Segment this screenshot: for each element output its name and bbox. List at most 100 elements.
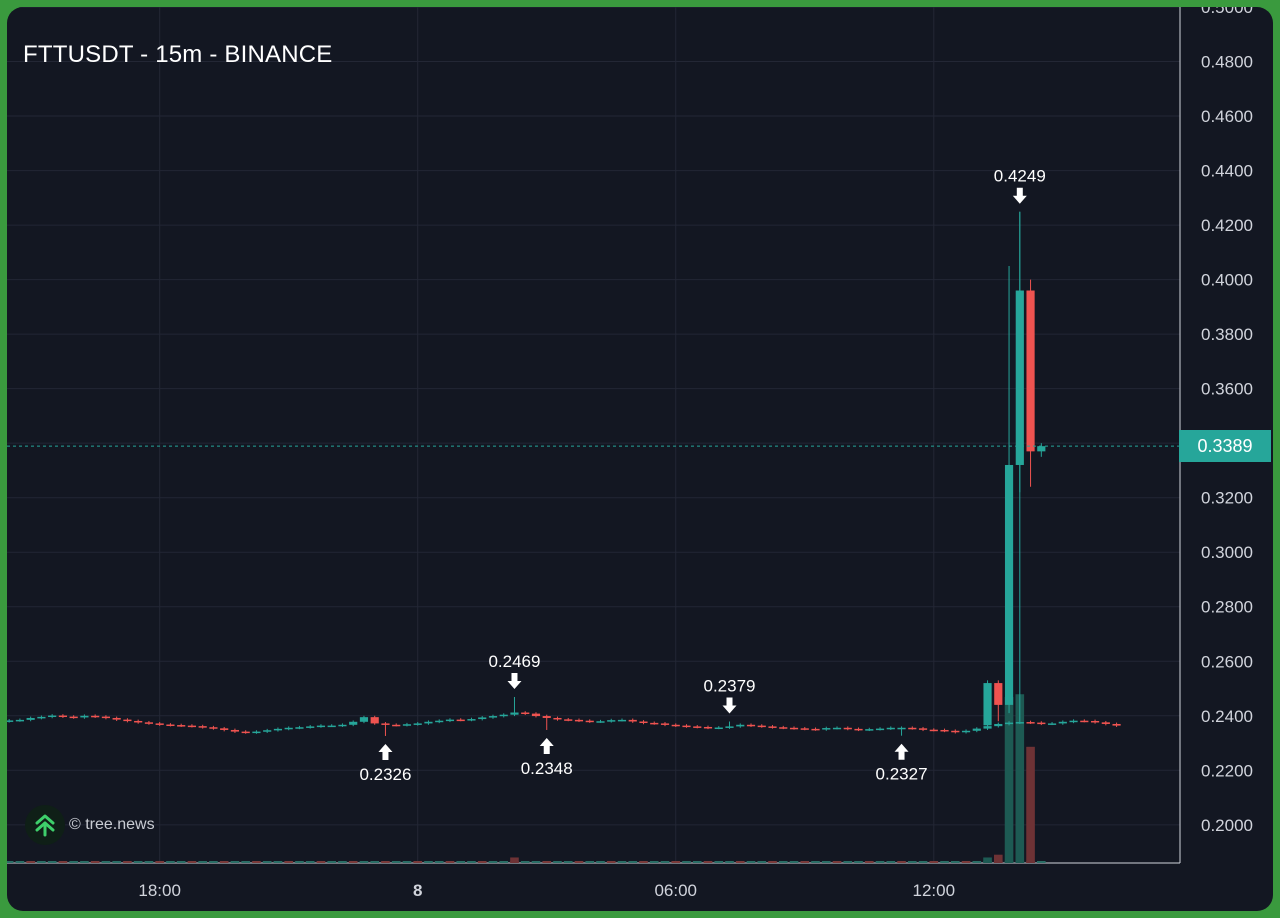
volume-bar	[413, 861, 423, 863]
candle-body	[241, 731, 250, 734]
candle-body	[564, 719, 573, 721]
volume-bar	[832, 861, 842, 863]
volume-bar	[69, 861, 78, 863]
volume-bar	[58, 861, 68, 863]
x-tick-label: 18:00	[138, 881, 181, 900]
candlestick-chart[interactable]: 0.2000 0.2200 0.2400 0.2600 0.2800 0.3000 0.32…	[7, 7, 1273, 911]
volume-bar	[391, 861, 401, 863]
candle-body	[316, 725, 326, 728]
candle-body	[779, 727, 788, 729]
candle-body	[413, 723, 422, 725]
annotation-label: 0.2326	[359, 765, 411, 784]
candle-body	[435, 720, 444, 723]
y-tick-label: 0.2000	[1201, 816, 1253, 835]
price-annotation: 0.2327	[876, 743, 928, 784]
volume-bar	[714, 861, 724, 863]
price-annotation: 0.4249	[994, 167, 1046, 204]
volume-bar	[187, 861, 197, 863]
candle-body	[1080, 720, 1089, 723]
price-annotation: 0.2348	[521, 737, 573, 778]
volume-bar	[542, 861, 552, 863]
candle-body	[596, 721, 605, 723]
candle-body	[456, 719, 465, 722]
candle-body	[607, 720, 616, 722]
volume-bar	[692, 861, 702, 863]
volume-bar	[15, 861, 25, 863]
candle-body	[392, 724, 401, 727]
annotation-label: 0.2379	[704, 677, 756, 696]
candle-body	[359, 717, 369, 722]
volume-bar	[843, 861, 853, 863]
y-tick-label: 0.2800	[1201, 598, 1253, 617]
candle-body	[349, 721, 358, 725]
volume-bar	[660, 861, 670, 863]
volume-bar	[983, 857, 992, 863]
volume-bar	[133, 861, 143, 863]
arrow-down-icon	[1012, 187, 1027, 204]
volume-bar	[284, 861, 293, 863]
candle-body	[48, 715, 57, 718]
candle-body	[134, 720, 143, 723]
x-tick-label: 8	[413, 881, 422, 900]
volume-bar	[972, 861, 982, 863]
candle-body	[155, 723, 164, 725]
candle-body	[542, 716, 551, 718]
candle-body	[822, 728, 831, 730]
volume-bar	[101, 861, 111, 863]
candle-body	[220, 728, 229, 730]
volume-bar	[553, 861, 562, 863]
y-tick-label: 0.3000	[1201, 543, 1253, 562]
candle-body	[854, 728, 863, 731]
annotation-label: 0.2327	[876, 765, 928, 784]
candle-body	[1004, 464, 1014, 705]
volume-bar	[488, 861, 498, 863]
volume-bar	[649, 861, 659, 863]
price-annotation: 0.2379	[704, 677, 756, 714]
volume-bar	[703, 861, 713, 863]
tree-logo-icon	[25, 805, 65, 845]
volume-bar	[456, 861, 466, 863]
volume-bar	[520, 861, 530, 863]
candle-body	[273, 728, 283, 731]
candle-body	[424, 721, 433, 724]
volume-bar	[166, 861, 175, 863]
y-tick-label: 0.2400	[1201, 707, 1253, 726]
candle-body	[26, 717, 35, 720]
volume-bar	[682, 861, 691, 863]
candle-body	[263, 730, 272, 732]
y-tick-label: 0.2200	[1201, 761, 1253, 780]
volume-bar	[864, 861, 874, 863]
volume-bar	[918, 861, 928, 863]
volume-bar	[854, 861, 863, 863]
candle-body	[37, 716, 46, 719]
candle-body	[187, 725, 197, 728]
candle-body	[639, 721, 648, 724]
volume-bar	[499, 861, 509, 863]
candle-body	[994, 683, 1003, 705]
candle-body	[123, 719, 132, 722]
annotation-label: 0.4249	[994, 167, 1046, 186]
candle-body	[617, 719, 627, 722]
watermark-text: © tree.news	[69, 816, 155, 833]
volume-bar	[746, 861, 756, 863]
annotation-label: 0.2469	[488, 652, 540, 671]
candle-body	[144, 722, 154, 724]
candle-body	[553, 717, 562, 720]
candle-body	[961, 730, 971, 733]
volume-bar	[768, 861, 777, 863]
candle-body	[1047, 723, 1057, 725]
volume-bar	[477, 861, 487, 863]
candle-body	[929, 729, 938, 732]
candle-body	[736, 724, 745, 727]
candle-body	[252, 731, 261, 734]
candle-body	[402, 724, 412, 726]
y-tick-label: 0.5000	[1201, 7, 1253, 17]
candle-body	[811, 728, 820, 731]
candle-body	[918, 728, 928, 730]
volume-bar	[735, 861, 745, 863]
y-tick-label: 0.2600	[1201, 652, 1253, 671]
volume-bar	[563, 861, 573, 863]
volume-bar	[961, 861, 971, 863]
x-tick-label: 06:00	[654, 881, 697, 900]
volume-bar	[338, 861, 347, 863]
